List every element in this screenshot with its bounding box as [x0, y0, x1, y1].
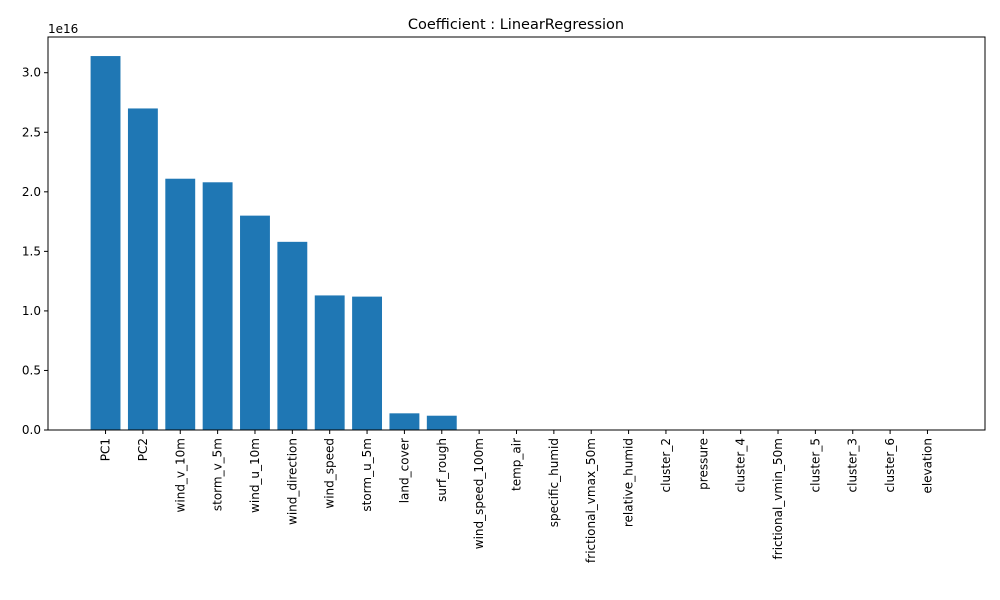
- x-tick-label: wind_direction: [285, 438, 299, 525]
- chart-title: Coefficient : LinearRegression: [408, 17, 624, 33]
- x-tick-label: PC1: [99, 438, 113, 461]
- x-tick-label: pressure: [696, 438, 710, 490]
- x-tick-label: temp_air: [510, 438, 524, 491]
- y-axis-ticks: 0.0 0.5 1.0 1.5 2.0 2.5 3.0: [22, 66, 48, 437]
- y-tick-label: 2.5: [22, 125, 41, 139]
- y-tick-label: 0.5: [22, 363, 41, 377]
- x-tick-label: cluster_5: [808, 438, 822, 492]
- x-tick-label: frictional_vmax_50m: [584, 438, 598, 563]
- bar-surf_rough: [426, 415, 457, 430]
- plot-area-frame: [47, 36, 986, 431]
- bar-storm_u_5m: [352, 296, 383, 430]
- bar-wind_speed: [314, 295, 345, 430]
- x-tick-label: frictional_vmin_50m: [771, 438, 785, 559]
- x-tick-label: storm_v_5m: [211, 438, 225, 511]
- x-tick-label: elevation: [920, 438, 934, 494]
- bar-PC1: [90, 56, 121, 431]
- x-tick-label: relative_humid: [622, 438, 636, 527]
- y-tick-label: 0.0: [22, 423, 41, 437]
- y-tick-label: 1.0: [22, 304, 41, 318]
- x-tick-label: wind_speed: [323, 438, 337, 509]
- x-tick-label: cluster_6: [883, 438, 897, 492]
- x-tick-label: wind_u_10m: [248, 438, 262, 513]
- x-tick-label: specific_humid: [547, 438, 561, 527]
- x-tick-label: wind_speed_100m: [472, 438, 486, 549]
- bar-storm_v_5m: [202, 182, 233, 430]
- bar-PC2: [127, 108, 158, 431]
- bars-group: [90, 56, 457, 431]
- bar-wind_v_10m: [165, 178, 196, 430]
- x-tick-label: surf_rough: [435, 438, 449, 502]
- y-tick-label: 3.0: [22, 66, 41, 80]
- x-tick-label: land_cover: [397, 438, 411, 503]
- bar-wind_direction: [277, 241, 308, 430]
- x-tick-label: storm_u_5m: [360, 438, 374, 512]
- x-axis-ticks: PC1 PC2 wind_v_10m storm_v_5m wind_u_10m wind…: [99, 430, 934, 563]
- x-tick-label: PC2: [136, 438, 150, 461]
- y-tick-label: 1.5: [22, 244, 41, 258]
- y-tick-label: 2.0: [22, 185, 41, 199]
- y-axis-scale-label: 1e16: [48, 22, 78, 36]
- x-tick-label: wind_v_10m: [173, 438, 187, 512]
- x-tick-label: cluster_3: [846, 438, 860, 492]
- bar-land_cover: [389, 413, 420, 430]
- bar-wind_u_10m: [240, 215, 270, 430]
- x-tick-label: cluster_2: [659, 438, 673, 492]
- x-tick-label: cluster_4: [734, 438, 748, 492]
